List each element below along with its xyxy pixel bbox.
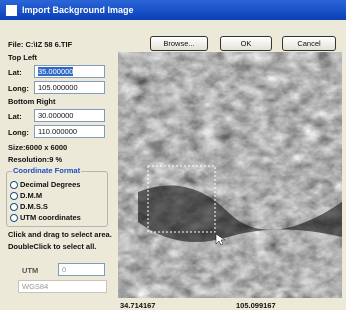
lat-readout: 34.714167 bbox=[120, 301, 155, 310]
radio[interactable]: UTM coordinates bbox=[10, 213, 81, 222]
label: Long: bbox=[8, 128, 29, 137]
datum-dropdown[interactable]: WGS84 bbox=[18, 280, 107, 293]
long-input[interactable]: 110.000000 bbox=[34, 125, 105, 138]
instruction: DoubleClick to select all. bbox=[8, 242, 96, 251]
label: Long: bbox=[8, 84, 29, 93]
radio[interactable]: D.M.S.S bbox=[10, 202, 48, 211]
heading: Top Left bbox=[8, 53, 37, 62]
label: Lat: bbox=[8, 112, 22, 121]
radio[interactable]: D.M.M bbox=[10, 191, 42, 200]
size-label: Size:6000 x 6000 bbox=[8, 143, 67, 152]
browse-button[interactable]: Browse... bbox=[150, 36, 208, 51]
long-input[interactable]: 105.000000 bbox=[34, 81, 105, 94]
file-label: File: C:\IZ 58 6.TIF bbox=[8, 40, 72, 49]
heading: Bottom Right bbox=[8, 97, 56, 106]
dialog: Import Background Image File: C:\IZ 58 6… bbox=[0, 0, 346, 310]
lat-value: 35.000000 bbox=[38, 67, 73, 76]
radio[interactable]: Decimal Degrees bbox=[10, 180, 80, 189]
cancel-button[interactable]: Cancel bbox=[282, 36, 336, 51]
ok-button[interactable]: OK bbox=[220, 36, 272, 51]
terrain bbox=[118, 52, 342, 298]
long-readout: 105.099167 bbox=[236, 301, 276, 310]
option: D.M.S.S bbox=[20, 202, 48, 211]
image-preview[interactable] bbox=[118, 52, 342, 298]
utm-label: UTM bbox=[22, 266, 38, 275]
window-title: Import Background Image bbox=[22, 5, 134, 15]
group-title: Coordinate Format bbox=[12, 166, 81, 175]
option: D.M.M bbox=[20, 191, 42, 200]
label: Lat: bbox=[8, 68, 22, 77]
title-bar: Import Background Image bbox=[0, 0, 346, 20]
instruction: Click and drag to select area. bbox=[8, 230, 112, 239]
utm-input[interactable]: 0 bbox=[58, 263, 105, 276]
option: Decimal Degrees bbox=[20, 180, 80, 189]
lat-input[interactable]: 30.000000 bbox=[34, 109, 105, 122]
option: UTM coordinates bbox=[20, 213, 81, 222]
resolution-label: Resolution:9 % bbox=[8, 155, 62, 164]
lat-input[interactable]: 35.000000 bbox=[34, 65, 105, 78]
